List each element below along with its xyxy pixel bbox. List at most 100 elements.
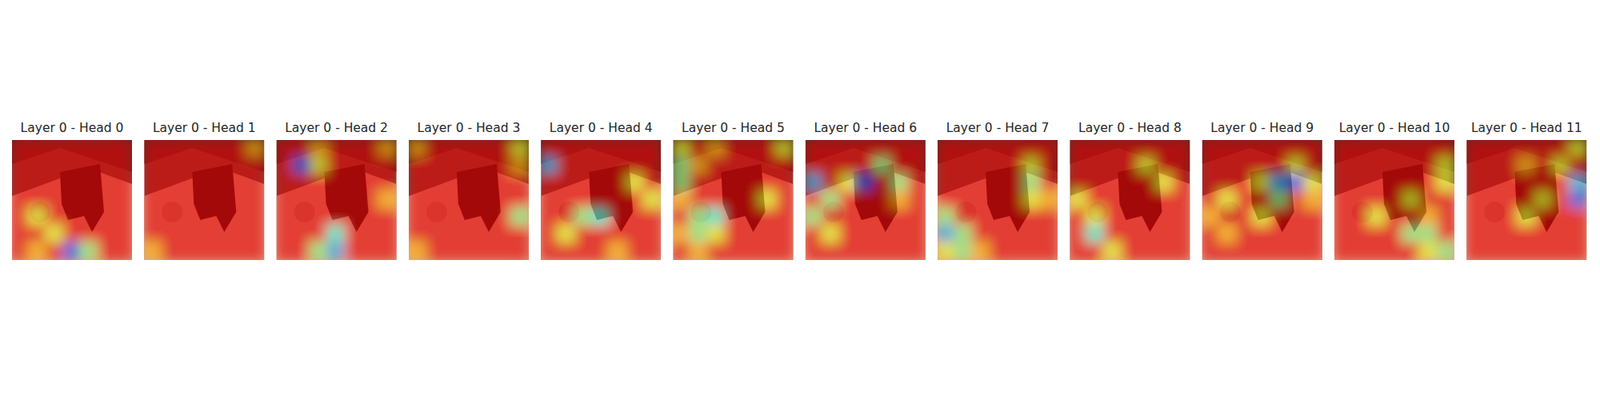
backdrop-bg — [937, 140, 1058, 260]
heatmap-cell — [673, 140, 692, 158]
heatmap-cell — [144, 156, 162, 175]
heatmap-cell — [1466, 224, 1484, 244]
heatmap-cell — [1120, 140, 1140, 158]
heatmap-cell — [1500, 173, 1519, 192]
heatmap-cell — [821, 208, 840, 227]
heatmap-cell — [1202, 208, 1220, 227]
heatmap-cell — [971, 140, 990, 158]
heatmap-cell — [344, 156, 363, 175]
heatmap-cell — [1252, 242, 1272, 260]
heatmap-cell — [1040, 173, 1058, 192]
heatmap-cell — [591, 173, 610, 192]
backdrop — [1334, 140, 1455, 260]
heatmap-cell — [591, 242, 610, 260]
heatmap-cell — [246, 173, 264, 192]
heatmap-cell — [907, 190, 925, 209]
heatmap-cell — [1137, 242, 1156, 260]
heatmap-cell — [408, 173, 427, 192]
heatmap-cell — [246, 140, 264, 158]
backdrop — [12, 140, 132, 260]
heatmap-cell — [195, 173, 214, 192]
heatmap-cell — [937, 224, 956, 244]
heatmap-cell — [80, 242, 99, 260]
heatmap-cell — [276, 173, 295, 192]
heatmap-cell — [1483, 156, 1502, 175]
heatmap-cell — [327, 208, 346, 227]
heatmap-cell — [1218, 140, 1237, 158]
heatmap-cell — [62, 173, 81, 192]
heatmap-cell — [327, 140, 346, 158]
heatmap-cell — [625, 140, 644, 158]
heatmap-cell — [493, 190, 512, 209]
heatmap-cell — [476, 208, 496, 227]
backdrop-table — [1069, 168, 1190, 260]
heatmap-cell — [378, 173, 396, 192]
heatmap-cell — [45, 242, 64, 260]
heatmap-cell — [839, 224, 858, 244]
heatmap-cell — [1022, 156, 1041, 175]
heatmap-cell — [856, 173, 875, 192]
heatmap-cell — [1069, 224, 1088, 244]
heatmap-cell — [937, 140, 956, 158]
heatmap-cell — [114, 208, 132, 227]
heatmap-cell — [1334, 242, 1352, 260]
heatmap-cell — [839, 208, 858, 227]
heatmap-cell — [1086, 140, 1105, 158]
panel: Layer 0 - Head 4 — [540, 120, 662, 261]
heatmap-cell — [557, 156, 576, 175]
heatmap-cell — [493, 156, 512, 175]
heatmap-cell — [557, 242, 576, 260]
backdrop-bg — [1334, 140, 1455, 260]
heatmap-cell — [1155, 224, 1174, 244]
backdrop-table — [408, 168, 529, 260]
backdrop-bg — [540, 140, 661, 260]
heatmap-cell — [873, 173, 892, 192]
heatmap-cell — [96, 242, 116, 260]
heatmap-cell — [228, 156, 248, 175]
panel-title: Layer 0 - Head 8 — [1078, 120, 1182, 136]
heatmap-cell — [1269, 190, 1288, 209]
heatmap-cell — [292, 156, 312, 175]
heatmap-cell — [1436, 242, 1455, 260]
heatmap-cell — [1155, 190, 1174, 209]
heatmap-cell — [1172, 242, 1190, 260]
heatmap-cell — [459, 156, 478, 175]
heatmap-cell — [706, 208, 725, 227]
heatmap — [276, 140, 397, 260]
heatmap-cell — [1252, 190, 1272, 209]
heatmap-cell — [424, 156, 444, 175]
heatmap-cell — [937, 242, 956, 260]
heatmap-cell — [1402, 224, 1421, 244]
heatmap-cell — [476, 140, 496, 158]
heatmap-cell — [954, 156, 973, 175]
heatmap-cell — [540, 208, 559, 227]
heatmap-cell — [1252, 140, 1272, 158]
heatmap-cell — [1120, 208, 1140, 227]
heatmap-cell — [873, 156, 892, 175]
heatmap-cell — [212, 156, 231, 175]
backdrop-bg — [144, 140, 264, 260]
heatmap-cell — [442, 156, 461, 175]
heatmap-cell — [890, 208, 909, 227]
heatmap-cell — [673, 156, 692, 175]
heatmap-cell — [625, 242, 644, 260]
heatmap-cell — [557, 190, 576, 209]
heatmap-cell — [988, 224, 1007, 244]
backdrop-bg — [673, 140, 794, 260]
heatmap-cell — [276, 156, 295, 175]
heatmap-cell — [1005, 173, 1024, 192]
heatmap-cell — [625, 190, 644, 209]
panel-title: Layer 0 - Head 7 — [946, 120, 1050, 136]
heatmap-cell — [1334, 190, 1352, 209]
heatmap-cell — [1218, 208, 1237, 227]
heatmap-cell — [1022, 208, 1041, 227]
heatmap-cell — [971, 208, 990, 227]
heatmap-cell — [1334, 140, 1352, 158]
heatmap-cell — [873, 224, 892, 244]
heatmap-cell — [1436, 173, 1455, 192]
heatmap-cell — [459, 224, 478, 244]
heatmap-cell — [1172, 208, 1190, 227]
heatmap-cell — [344, 190, 363, 209]
heatmap-cell — [228, 140, 248, 158]
heatmap-cell — [160, 190, 180, 209]
